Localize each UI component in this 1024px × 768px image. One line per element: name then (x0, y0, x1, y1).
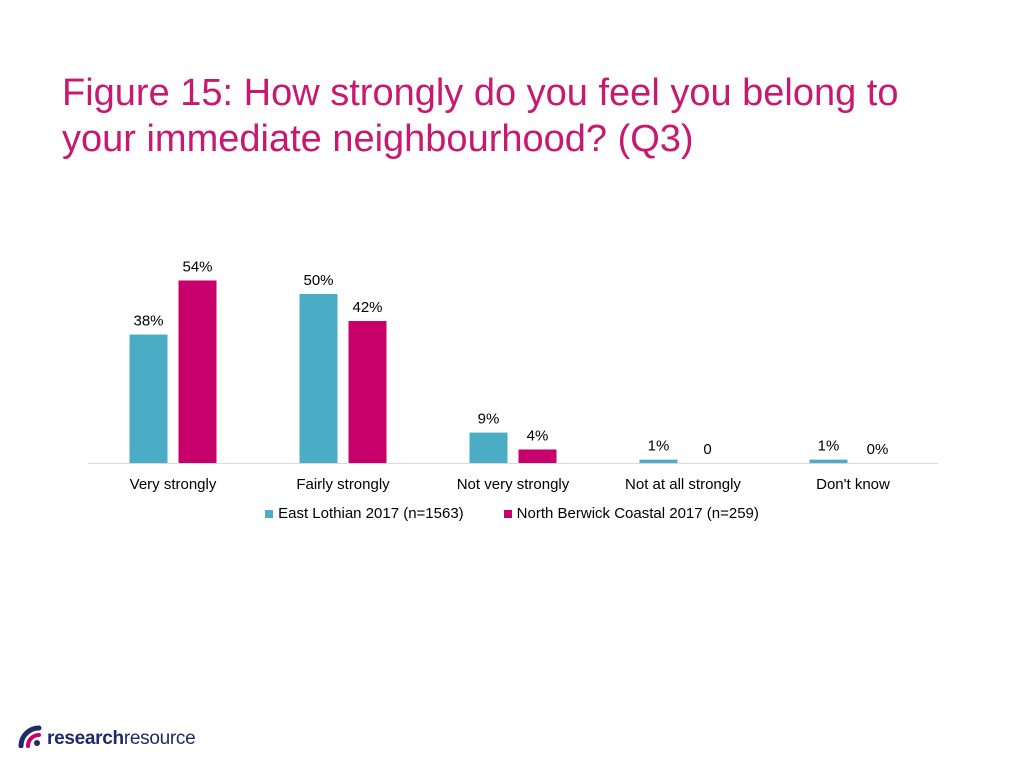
bar-2-2 (348, 321, 387, 463)
category-label-5: Don't know (816, 476, 890, 493)
category-label-2: Fairly strongly (296, 476, 390, 493)
research-resource-logo-icon (18, 724, 44, 754)
data-label-2-1: 54% (182, 258, 212, 275)
bar-1-2 (299, 294, 338, 463)
research-resource-logo: research resource (18, 724, 196, 754)
data-label-2-2: 42% (352, 299, 382, 316)
data-label-2-5: 0% (867, 441, 889, 458)
logo-text-research: research (47, 728, 124, 749)
data-label-2-4: 0 (703, 441, 711, 458)
data-label-1-4: 1% (648, 438, 670, 455)
bar-2-3 (518, 449, 557, 463)
data-label-1-1: 38% (133, 313, 163, 330)
data-label-1-2: 50% (303, 272, 333, 289)
legend-label-east-lothian: East Lothian 2017 (n=1563) (278, 505, 464, 522)
category-label-1: Very strongly (130, 476, 217, 493)
bar-1-5 (809, 459, 848, 463)
bar-2-1 (178, 280, 217, 463)
chart-title-line-2: your immediate neighbourhood? (Q3) (62, 118, 694, 160)
chart-legend: East Lothian 2017 (n=1563) North Berwick… (0, 505, 1024, 522)
legend-swatch-east-lothian (265, 509, 274, 518)
legend-swatch-north-berwick (503, 509, 512, 518)
legend-item-east-lothian: East Lothian 2017 (n=1563) (265, 505, 464, 522)
bar-1-1 (129, 334, 168, 463)
legend-item-north-berwick: North Berwick Coastal 2017 (n=259) (503, 505, 759, 522)
category-label-4: Not at all strongly (625, 476, 741, 493)
bar-1-4 (639, 459, 678, 463)
legend-label-north-berwick: North Berwick Coastal 2017 (n=259) (516, 505, 759, 522)
data-label-2-3: 4% (527, 427, 549, 444)
chart-title: Figure 15: How strongly do you feel you … (62, 70, 962, 162)
logo-text-resource: resource (123, 728, 196, 749)
data-label-1-5: 1% (818, 438, 840, 455)
chart-title-line-1: Figure 15: How strongly do you feel you … (62, 72, 899, 114)
category-label-3: Not very strongly (457, 476, 570, 493)
bar-chart: 38% 54% Very strongly 50% 42% Fairly strongly… (88, 258, 938, 493)
data-label-1-3: 9% (478, 411, 500, 428)
bar-1-3 (469, 432, 508, 463)
